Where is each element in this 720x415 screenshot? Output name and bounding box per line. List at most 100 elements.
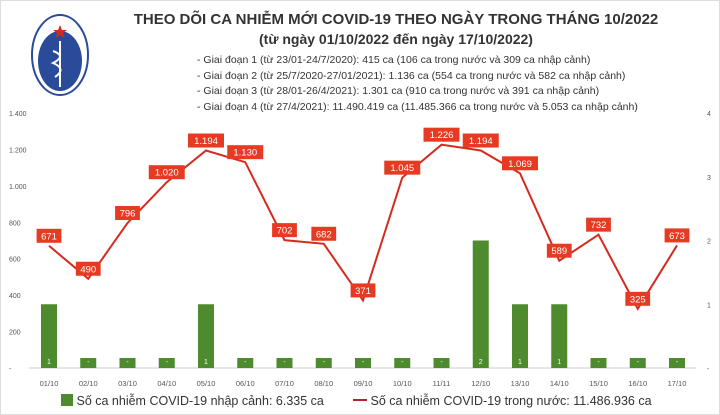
line-label: 671	[41, 231, 57, 242]
note-line: - Giai đoạn 1 (từ 23/01-24/7/2020): 415 …	[197, 54, 591, 66]
bar-label: -	[440, 359, 443, 366]
line-label-box	[423, 127, 460, 142]
left-tick-label: 1.200	[9, 147, 27, 154]
bar	[41, 304, 57, 368]
line-label-box	[115, 206, 140, 221]
bar	[276, 358, 293, 368]
bar-label: -	[676, 359, 679, 366]
bar-label: -	[87, 359, 90, 366]
bar	[472, 240, 489, 368]
bar	[433, 358, 450, 368]
stage-notes: - Giai đoạn 1 (từ 23/01-24/7/2020): 415 …	[197, 53, 638, 115]
line-label: 1.045	[390, 163, 414, 174]
line-label-box	[586, 217, 611, 232]
bar-label: 1	[204, 359, 208, 366]
line-series	[48, 143, 678, 311]
x-tick-label: 03/10	[118, 379, 137, 388]
line-label: 702	[277, 226, 293, 237]
right-tick-label: 4	[707, 111, 711, 118]
bar	[198, 304, 214, 368]
bar	[394, 358, 411, 368]
line-label: 682	[316, 229, 332, 240]
line-label-box	[625, 291, 651, 306]
x-tick-label: 04/10	[157, 379, 176, 388]
right-tick-label: -	[707, 366, 710, 373]
line-label-box	[462, 133, 499, 148]
line-label: 732	[591, 220, 607, 231]
ministry-of-health-logo	[31, 14, 89, 96]
line-label-box	[664, 228, 690, 243]
line-label-box	[502, 156, 538, 171]
legend-line-swatch	[353, 399, 367, 401]
line-label-box	[384, 160, 421, 175]
bar	[315, 358, 332, 368]
x-tick-label: 01/10	[40, 379, 59, 388]
line-label: 325	[630, 294, 646, 305]
bar-label: 1	[47, 359, 51, 366]
left-tick-label: 800	[9, 220, 21, 227]
line-label-box	[546, 243, 572, 258]
line-label-box	[36, 228, 62, 243]
bar-label: 2	[479, 359, 483, 366]
chart-subtitle: (từ ngày 01/10/2022 đến ngày 17/10/2022)	[259, 31, 533, 47]
bar-label: 1	[518, 359, 522, 366]
line-label-box	[148, 165, 185, 180]
legend-line: Số ca nhiễm COVID-19 trong nước: 11.486.…	[353, 394, 652, 408]
left-tick-label: 1.400	[9, 111, 27, 118]
bar-label: -	[362, 359, 365, 366]
bar-label: -	[637, 359, 640, 366]
bar-label: -	[126, 359, 129, 366]
right-tick-label: 1	[707, 302, 711, 309]
x-tick-label: 05/10	[197, 379, 216, 388]
left-tick-label: 600	[9, 257, 21, 264]
bar	[629, 358, 646, 368]
line-label: 490	[80, 264, 96, 275]
bar	[590, 358, 607, 368]
legend-line-label: Số ca nhiễm COVID-19 trong nước: 11.486.…	[370, 394, 652, 408]
bar-label: -	[597, 359, 600, 366]
note-line: - Giai đoạn 4 (từ 27/4/2021): 11.490.419…	[197, 100, 638, 113]
bar-label: -	[244, 359, 247, 366]
x-tick-label: 07/10	[275, 379, 294, 388]
bar	[80, 358, 97, 368]
line-label-box	[350, 283, 376, 298]
bar	[158, 358, 175, 368]
note-line: - Giai đoạn 3 (từ 28/01-26/4/2021): 1.30…	[197, 85, 600, 97]
bar	[669, 358, 685, 368]
line-label-box	[272, 223, 297, 238]
line-label-box	[227, 145, 264, 160]
bar	[512, 304, 528, 368]
x-tick-label: 11/11	[433, 379, 451, 388]
bar	[237, 358, 254, 368]
x-tick-label: 09/10	[354, 379, 373, 388]
chart-title: THEO DÕI CA NHIỄM MỚI COVID-19 THEO NGÀY…	[133, 11, 659, 28]
x-tick-label: 14/10	[550, 379, 569, 388]
bar-label: -	[323, 359, 326, 366]
legend-bar-label: Số ca nhiễm COVID-19 nhập cảnh: 6.335 ca	[76, 394, 324, 408]
line-label: 796	[120, 209, 136, 220]
line-label-box	[75, 261, 101, 276]
left-tick-label: -	[9, 366, 12, 373]
legend-bar: Số ca nhiễm COVID-19 nhập cảnh: 6.335 ca	[61, 394, 324, 408]
left-tick-label: 1.000	[9, 184, 27, 191]
bar-label: 1	[557, 359, 561, 366]
line-label: 589	[551, 246, 567, 257]
left-tick-label: 200	[9, 330, 21, 337]
line-label: 1.130	[233, 148, 257, 159]
line-label: 1.020	[155, 168, 179, 179]
legend-bar-swatch	[61, 394, 73, 406]
x-tick-label: 16/10	[628, 379, 647, 388]
x-tick-label: 08/10	[314, 379, 333, 388]
x-tick-label: 02/10	[79, 379, 98, 388]
note-line: - Giai đoạn 2 (từ 25/7/2020-27/01/2021):…	[197, 69, 626, 82]
line-label: 1.226	[430, 130, 454, 141]
bar	[355, 358, 371, 368]
line-label: 1.194	[194, 136, 218, 147]
x-tick-label: 17/10	[668, 379, 687, 388]
bar	[551, 304, 568, 368]
line-label: 1.069	[508, 159, 532, 170]
bar-label: -	[283, 359, 286, 366]
x-tick-label: 12/10	[471, 379, 490, 388]
